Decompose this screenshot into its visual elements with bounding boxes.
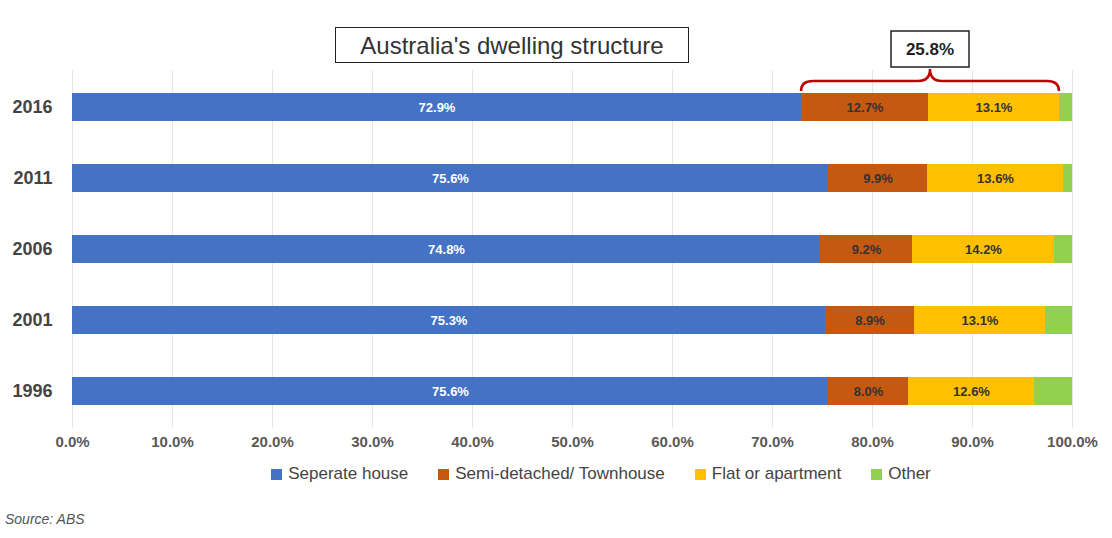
html-text:Seperate house: Seperate house [288, 464, 409, 483]
svg-text:25.8%: 25.8% [906, 40, 954, 59]
svg-text:9.9%: 9.9% [863, 171, 893, 186]
html-text:Other: Other [888, 464, 931, 483]
svg-text:0.0%: 0.0% [55, 433, 89, 450]
svg-text:72.9%: 72.9% [419, 100, 456, 115]
svg-text:30.0%: 30.0% [351, 433, 394, 450]
html-text:Source: ABS: Source: ABS [5, 511, 85, 527]
svg-text:20.0%: 20.0% [251, 433, 294, 450]
svg-text:60.0%: 60.0% [651, 433, 694, 450]
svg-text:13.1%: 13.1% [962, 313, 999, 328]
html-text:Semi-detached/ Townhouse: Semi-detached/ Townhouse [455, 464, 665, 483]
svg-text:9.2%: 9.2% [852, 242, 882, 257]
svg-text:1996: 1996 [12, 381, 52, 401]
html-text:Flat or apartment: Flat or apartment [711, 464, 842, 483]
html-text:Australia's dwelling structure: Australia's dwelling structure [360, 32, 664, 59]
svg-text:14.2%: 14.2% [965, 242, 1002, 257]
svg-text:12.7%: 12.7% [847, 100, 884, 115]
svg-text:75.3%: 75.3% [431, 313, 468, 328]
svg-text:80.0%: 80.0% [851, 433, 894, 450]
svg-text:12.6%: 12.6% [953, 384, 990, 399]
svg-text:8.0%: 8.0% [854, 384, 884, 399]
svg-text:90.0%: 90.0% [951, 433, 994, 450]
svg-text:100.0%: 100.0% [1047, 433, 1098, 450]
svg-text:13.1%: 13.1% [976, 100, 1013, 115]
svg-text:2011: 2011 [13, 168, 52, 188]
svg-text:75.6%: 75.6% [432, 384, 469, 399]
svg-text:74.8%: 74.8% [428, 242, 465, 257]
svg-text:50.0%: 50.0% [551, 433, 594, 450]
svg-text:13.6%: 13.6% [977, 171, 1014, 186]
svg-text:8.9%: 8.9% [855, 313, 885, 328]
svg-text:10.0%: 10.0% [151, 433, 194, 450]
svg-text:2001: 2001 [12, 310, 52, 330]
svg-text:75.6%: 75.6% [432, 171, 469, 186]
svg-text:70.0%: 70.0% [751, 433, 794, 450]
svg-text:2016: 2016 [12, 97, 52, 117]
svg-text:2006: 2006 [12, 239, 52, 259]
svg-text:40.0%: 40.0% [451, 433, 494, 450]
